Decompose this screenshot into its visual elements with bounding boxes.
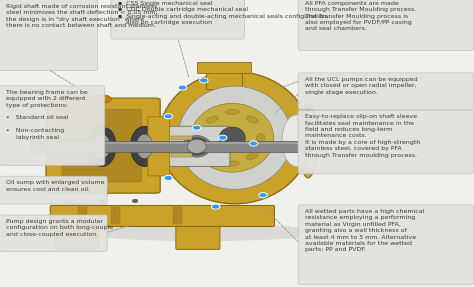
Text: Oil sump with enlarged volume
ensures cool and clean oil.: Oil sump with enlarged volume ensures co… <box>6 180 105 192</box>
Circle shape <box>249 141 258 146</box>
Ellipse shape <box>185 137 209 155</box>
Circle shape <box>200 78 208 83</box>
Bar <box>92 188 107 194</box>
Text: All PFA components are made
through Transfer Moulding process.
The Transfer Moul: All PFA components are made through Tran… <box>305 1 416 32</box>
FancyBboxPatch shape <box>298 73 474 109</box>
Ellipse shape <box>88 126 116 166</box>
Ellipse shape <box>282 115 310 166</box>
Circle shape <box>164 175 173 181</box>
Ellipse shape <box>299 103 318 178</box>
Bar <box>36 141 310 152</box>
FancyBboxPatch shape <box>111 0 245 39</box>
Text: Easy-to-replace slip-on shaft sleeve
facilitates seal maintenance in the
field a: Easy-to-replace slip-on shaft sleeve fac… <box>305 114 420 158</box>
Circle shape <box>259 193 267 198</box>
Circle shape <box>192 125 201 130</box>
Ellipse shape <box>92 95 111 103</box>
Bar <box>171 142 192 146</box>
Circle shape <box>306 108 310 110</box>
Ellipse shape <box>137 134 153 158</box>
Circle shape <box>306 123 310 126</box>
Circle shape <box>178 85 187 90</box>
Circle shape <box>306 155 310 158</box>
Bar <box>111 207 120 224</box>
Ellipse shape <box>78 224 325 241</box>
FancyBboxPatch shape <box>0 215 107 251</box>
Ellipse shape <box>256 133 265 142</box>
FancyBboxPatch shape <box>55 223 99 249</box>
FancyBboxPatch shape <box>0 86 105 165</box>
Circle shape <box>306 171 310 174</box>
Bar <box>171 148 192 151</box>
FancyBboxPatch shape <box>0 176 107 204</box>
Ellipse shape <box>178 86 292 189</box>
Circle shape <box>306 123 310 126</box>
FancyBboxPatch shape <box>298 110 474 174</box>
Ellipse shape <box>246 116 258 123</box>
Bar <box>171 153 192 157</box>
Ellipse shape <box>159 72 310 204</box>
Text: All wetted parts have a high chemical
resistance employing a performing
material: All wetted parts have a high chemical re… <box>305 209 424 252</box>
Ellipse shape <box>225 109 239 115</box>
FancyBboxPatch shape <box>298 205 474 284</box>
Circle shape <box>219 135 227 140</box>
Ellipse shape <box>304 109 317 172</box>
Ellipse shape <box>182 136 211 157</box>
FancyBboxPatch shape <box>176 223 220 249</box>
FancyBboxPatch shape <box>50 205 274 226</box>
Ellipse shape <box>93 134 110 158</box>
Ellipse shape <box>206 116 218 123</box>
Circle shape <box>306 155 310 158</box>
Bar <box>173 207 182 224</box>
Ellipse shape <box>29 137 41 156</box>
Ellipse shape <box>130 126 159 166</box>
FancyBboxPatch shape <box>168 126 230 166</box>
Ellipse shape <box>187 139 206 154</box>
Bar <box>206 67 242 89</box>
FancyBboxPatch shape <box>46 98 160 193</box>
Bar <box>171 136 192 140</box>
FancyBboxPatch shape <box>148 117 170 176</box>
Bar <box>197 62 251 73</box>
Ellipse shape <box>200 133 208 142</box>
Ellipse shape <box>225 161 239 166</box>
Circle shape <box>66 199 72 203</box>
Circle shape <box>99 199 105 203</box>
Text: Pump design grants a modular
configuration on both long-couple
and close-coupled: Pump design grants a modular configurati… <box>6 219 113 237</box>
Text: Rigid shaft made of corrosion resistant stainless
steel minimizes the shaft defl: Rigid shaft made of corrosion resistant … <box>6 4 158 28</box>
Text: All the UCL pumps can be equipped
with closed or open radial impeller,
single st: All the UCL pumps can be equipped with c… <box>305 77 418 95</box>
Ellipse shape <box>246 152 258 160</box>
Bar <box>78 207 87 224</box>
Ellipse shape <box>219 127 246 148</box>
FancyBboxPatch shape <box>62 109 142 182</box>
Text: ▪  CSS Single mechanical seal
▪  CDC Double cartridge mechanical seal
▪  Single-: ▪ CSS Single mechanical seal ▪ CDC Doubl… <box>118 1 328 25</box>
Bar <box>36 142 310 144</box>
Circle shape <box>164 114 173 119</box>
Circle shape <box>132 199 138 203</box>
Ellipse shape <box>206 152 218 160</box>
Ellipse shape <box>191 103 274 172</box>
Circle shape <box>211 204 220 209</box>
FancyBboxPatch shape <box>0 0 98 71</box>
FancyBboxPatch shape <box>298 0 474 51</box>
Text: The bearing frame can be
equipped with 2 different
type of protections:

•   Sta: The bearing frame can be equipped with 2… <box>6 90 88 140</box>
